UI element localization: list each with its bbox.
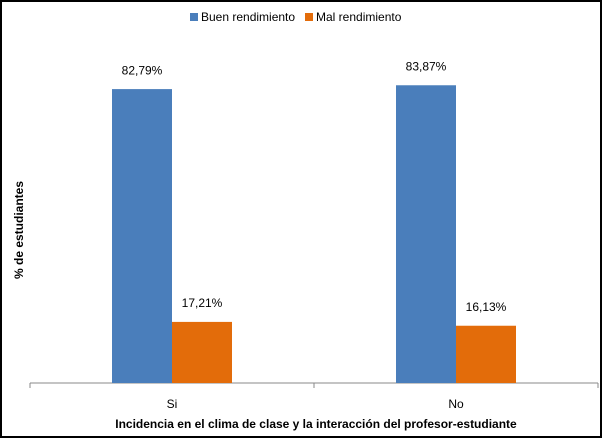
x-axis-title: Incidencia en el clima de clase y la int… [115,417,517,431]
bar [396,85,456,383]
bar [456,325,516,383]
value-label: 17,21% [182,296,223,310]
y-axis-title: % de estudiantes [12,181,26,279]
bar [112,89,172,384]
value-label: 16,13% [466,300,507,314]
legend-label: Buen rendimiento [201,10,295,24]
legend-swatch [305,13,313,21]
value-label: 82,79% [122,63,163,77]
value-label: 83,87% [406,59,447,73]
legend-swatch [190,13,198,21]
x-tick-label: No [448,397,464,411]
x-tick-label: Si [167,397,178,411]
legend-label: Mal rendimiento [316,10,402,24]
bar [172,321,232,383]
